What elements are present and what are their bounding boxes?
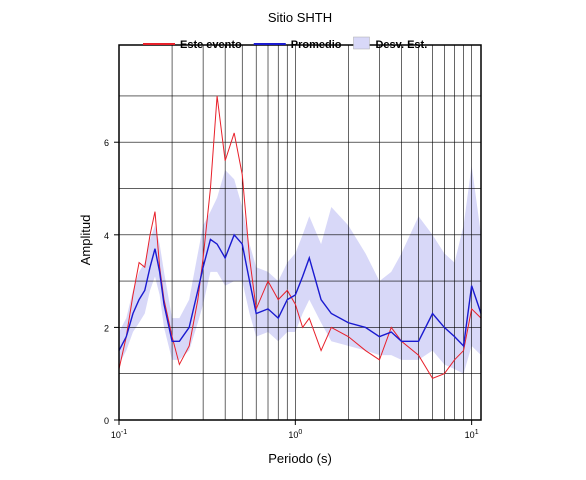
series-line [118,233,482,351]
x-tick-label: 10-1 [111,429,127,440]
x-tick-base: 10 [288,430,298,440]
legend-label: Promedio [291,39,342,51]
plot-frame [118,44,482,421]
x-tick-label: 101 [465,429,479,440]
y-tick-label: 4 [104,231,109,241]
y-axis-label: Amplitud [78,215,93,266]
y-tick-label: 2 [104,323,109,333]
series-line [118,95,482,379]
x-tick-base: 10 [111,430,121,440]
x-tick-exponent: -1 [121,429,127,436]
y-tick-label: 6 [104,138,109,148]
legend-swatch [353,36,370,50]
x-axis-label: Periodo (s) [268,451,332,466]
x-tick-label: 100 [288,429,302,440]
y-tick-label: 0 [104,416,109,426]
x-tick-base: 10 [465,430,475,440]
x-tick-exponent: 0 [298,429,302,436]
x-tick-exponent: 1 [475,429,479,436]
legend-label: Desv. Est. [375,39,427,51]
legend-label: Este evento [180,39,242,51]
chart-title: Sitio SHTH [268,10,332,25]
std-band [119,165,481,374]
